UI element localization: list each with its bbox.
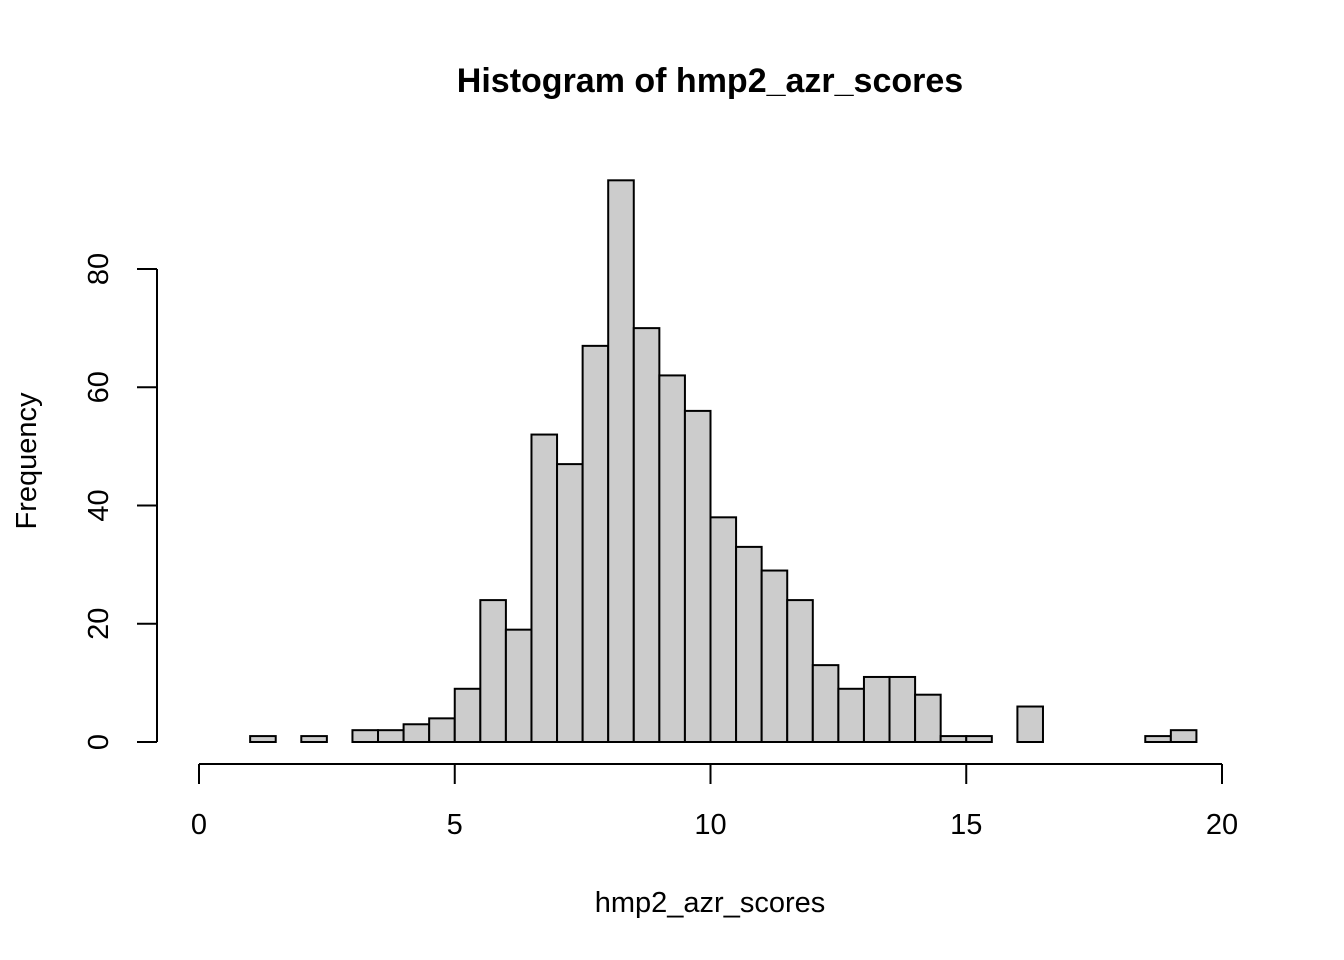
x-axis-label: hmp2_azr_scores xyxy=(595,887,826,919)
histogram-bar xyxy=(556,463,584,743)
x-tick-label: 20 xyxy=(1206,809,1238,841)
histogram-bar xyxy=(377,729,405,743)
histogram-bar xyxy=(581,344,610,743)
y-tick-label: 0 xyxy=(83,734,115,750)
histogram-bar xyxy=(811,664,840,744)
bars-group xyxy=(249,179,1198,744)
histogram-bar xyxy=(965,735,993,744)
histogram-bar xyxy=(428,717,456,743)
x-tick-label: 10 xyxy=(694,809,726,841)
y-tick-label: 40 xyxy=(83,489,115,521)
histogram-bar xyxy=(632,327,661,743)
histogram-bar xyxy=(888,675,917,744)
histogram-bar xyxy=(786,599,814,743)
histogram-bar xyxy=(402,723,431,744)
x-tick-label: 0 xyxy=(191,809,207,841)
histogram-bar xyxy=(862,675,891,744)
histogram-bar xyxy=(939,735,968,744)
histogram-bar xyxy=(1016,705,1044,744)
histogram-bar xyxy=(1144,735,1172,744)
y-axis-label: Frequency xyxy=(11,392,43,530)
x-axis: 0 5 10 15 20 xyxy=(191,763,1238,841)
histogram-bar xyxy=(530,433,559,743)
histogram-bar xyxy=(249,735,277,744)
histogram-bar xyxy=(479,599,507,743)
histogram-bar xyxy=(837,687,865,743)
histogram-bar xyxy=(735,545,763,744)
y-tick-label: 60 xyxy=(83,371,115,403)
histogram-bar xyxy=(300,735,328,744)
y-tick-label: 80 xyxy=(83,253,115,285)
histogram-bar xyxy=(351,729,380,743)
x-tick-label: 5 xyxy=(447,809,463,841)
histogram-bar xyxy=(453,687,482,743)
histogram-bar xyxy=(607,179,635,743)
histogram-bar xyxy=(760,569,789,743)
y-axis: 0 20 40 60 80 xyxy=(83,253,158,750)
histogram-bar xyxy=(914,693,942,744)
histogram-bar xyxy=(683,409,712,743)
histogram-bar xyxy=(1169,729,1198,743)
x-tick-label: 15 xyxy=(950,809,982,841)
chart-title: Histogram of hmp2_azr_scores xyxy=(457,62,963,100)
y-tick-label: 20 xyxy=(83,608,115,640)
histogram-bar xyxy=(504,628,533,743)
histogram-bar xyxy=(709,516,738,744)
histogram-bar xyxy=(658,374,686,743)
